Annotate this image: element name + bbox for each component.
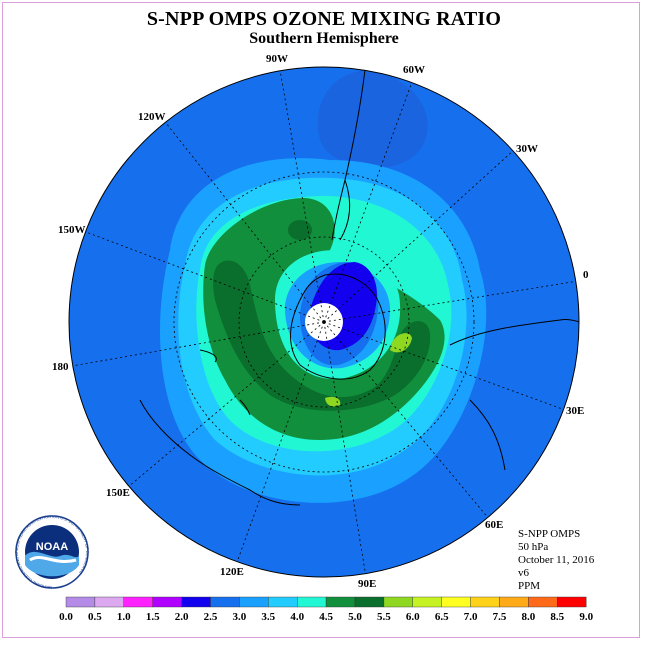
colorbar-swatch [499, 596, 529, 608]
colorbar-swatch [152, 596, 182, 608]
lon-label-30w: 30W [516, 143, 538, 155]
colorbar-tick-label: 1.0 [117, 611, 131, 623]
colorbar-tick-label: 0.0 [59, 611, 73, 623]
colorbar-tick-label: 8.0 [522, 611, 536, 623]
colorbar-tick-label: 3.0 [233, 611, 247, 623]
colorbar-swatch [239, 596, 269, 608]
graticule [71, 69, 579, 577]
colorbar-tick-label: 8.5 [550, 611, 564, 623]
colorbar-swatch [210, 596, 240, 608]
lon-label-120w: 120W [138, 111, 166, 123]
lon-label-30e: 30E [566, 405, 584, 417]
noaa-logo-text: NOAA [36, 541, 68, 553]
colorbar-swatch [528, 596, 558, 608]
noaa-logo: NOAA NATIONAL OCEANIC AND ATMOSPHERIC AD… [14, 514, 90, 590]
colorbar-swatch [383, 596, 413, 608]
colorbar-swatch [297, 596, 327, 608]
lon-label-150w: 150W [58, 224, 86, 236]
colorbar-swatch [557, 596, 587, 608]
lon-label-90e: 90E [358, 578, 376, 590]
map-subtitle: Southern Hemisphere [249, 30, 399, 47]
lon-label-90w: 90W [266, 53, 288, 65]
map-title: S-NPP OMPS OZONE MIXING RATIO [146, 8, 502, 30]
south-pole [322, 320, 326, 324]
colorbar-tick-label: 1.5 [146, 611, 160, 623]
colorbar-swatch [268, 596, 298, 608]
info-date: October 11, 2016 [518, 554, 595, 566]
lon-label-150e: 150E [106, 487, 130, 499]
colorbar-tick-label: 2.0 [175, 611, 189, 623]
ozone-field [69, 67, 579, 577]
colorbar-swatch [65, 596, 96, 608]
colorbar-tick-label: 5.0 [348, 611, 362, 623]
info-instrument: S-NPP OMPS [518, 528, 581, 540]
info-units: PPM [518, 580, 541, 592]
colorbar-swatch [181, 596, 211, 608]
info-version: v6 [518, 567, 529, 579]
colorbar-tick-label: 7.0 [464, 611, 478, 623]
colorbar-swatch [470, 596, 500, 608]
colorbar: 0.0 0.5 1.0 1.5 2.0 2.5 3.0 3.5 4.0 4.5 5.0 5.5 6.0 6… [59, 596, 594, 623]
colorbar-swatch [94, 596, 125, 608]
colorbar-tick-label: 6.5 [435, 611, 449, 623]
lon-label-180: 180 [52, 361, 69, 373]
lon-label-0: 0 [583, 269, 589, 281]
colorbar-tick-label: 7.5 [493, 611, 507, 623]
lon-label-60w: 60W [403, 64, 425, 76]
colorbar-tick-label: 4.0 [290, 611, 304, 623]
lon-label-120e: 120E [220, 566, 244, 578]
colorbar-tick-label: 5.5 [377, 611, 391, 623]
colorbar-swatch [325, 596, 356, 608]
map-boundary [68, 66, 580, 578]
colorbar-tick-label: 4.5 [319, 611, 333, 623]
figure-frame [2, 2, 640, 638]
colorbar-swatch [441, 596, 471, 608]
coastlines [139, 69, 579, 506]
colorbar-tick-label: 9.0 [579, 611, 593, 623]
lon-label-60e: 60E [485, 519, 503, 531]
info-level: 50 hPa [518, 541, 549, 553]
colorbar-tick-label: 2.5 [204, 611, 218, 623]
colorbar-swatch [354, 596, 385, 608]
colorbar-tick-label: 0.5 [88, 611, 102, 623]
colorbar-tick-label: 6.0 [406, 611, 420, 623]
colorbar-swatch [123, 596, 153, 608]
colorbar-tick-label: 3.5 [261, 611, 275, 623]
colorbar-swatch [412, 596, 442, 608]
